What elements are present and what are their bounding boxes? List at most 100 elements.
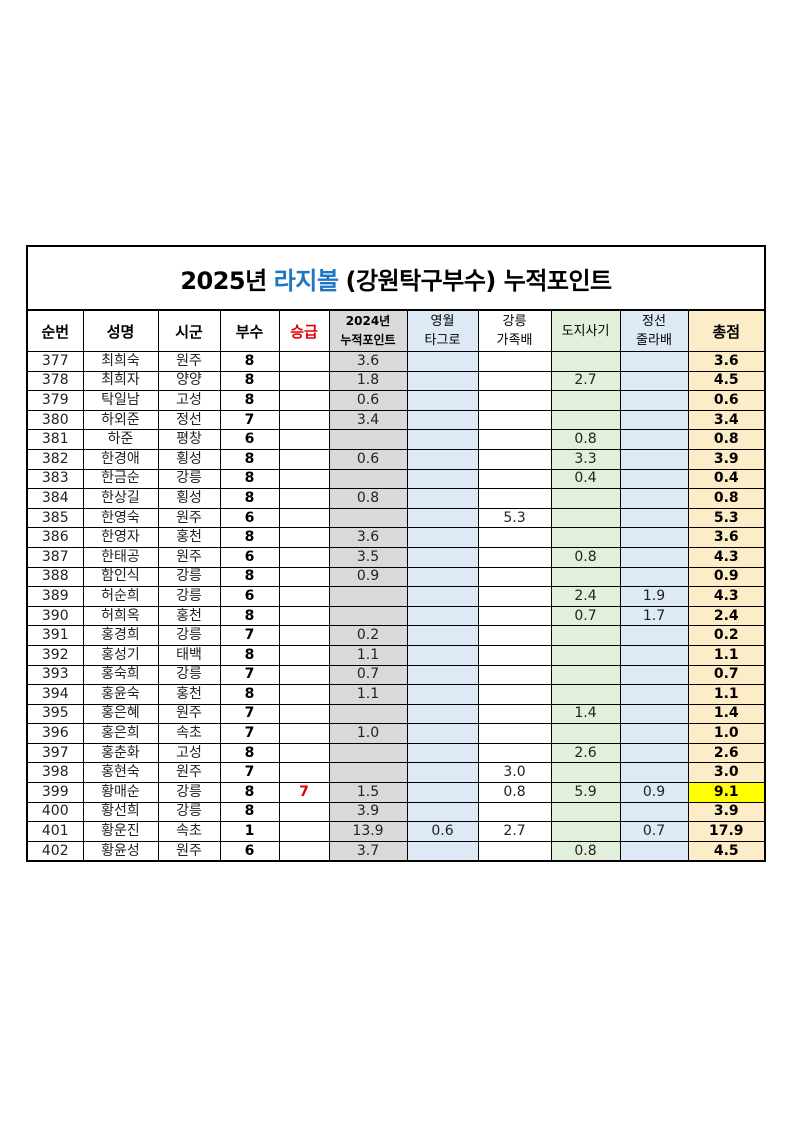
cell-city: 원주 <box>157 703 221 725</box>
header-gangneung-line1: 강릉 <box>502 314 527 329</box>
cell-gangneung: 5.3 <box>477 507 552 529</box>
cell-no: 377 <box>28 351 84 372</box>
cell-pts-2024: 1.8 <box>328 370 408 392</box>
cell-division: 8 <box>219 801 280 823</box>
header-no: 순번 <box>28 311 84 352</box>
cell-total: 3.4 <box>687 409 764 431</box>
cell-governor-cup: 2.4 <box>550 586 621 607</box>
cell-name: 탁일남 <box>82 390 159 411</box>
cell-total: 0.7 <box>687 664 764 686</box>
cell-no: 382 <box>28 448 84 470</box>
cell-governor-cup: 0.8 <box>550 840 621 861</box>
cell-gangneung <box>477 684 552 705</box>
cell-division: 8 <box>219 566 280 588</box>
cell-division: 8 <box>219 468 280 490</box>
header-jeongseon-line1: 정선 <box>642 314 666 329</box>
cell-promotion <box>278 429 330 450</box>
cell-total: 9.1 <box>687 782 764 803</box>
header-promotion: 승급 <box>278 311 330 352</box>
cell-promotion <box>278 644 330 666</box>
cell-gangneung <box>477 546 552 568</box>
cell-total: 4.5 <box>687 840 764 861</box>
cell-pts-2024: 3.6 <box>328 351 408 372</box>
cell-pts-2024: 0.6 <box>328 448 408 470</box>
cell-total: 3.9 <box>687 448 764 470</box>
cell-division: 6 <box>219 507 280 529</box>
cell-promotion <box>278 409 330 431</box>
cell-pts-2024: 13.9 <box>328 821 408 842</box>
cell-promotion <box>278 468 330 490</box>
cell-city: 강릉 <box>157 782 221 803</box>
cell-no: 396 <box>28 723 84 744</box>
cell-promotion: 7 <box>278 782 330 803</box>
cell-yeongwol <box>406 644 479 666</box>
cell-name: 한경애 <box>82 448 159 470</box>
cell-jeongseon <box>619 566 689 588</box>
cell-name: 황윤성 <box>82 840 159 861</box>
table-row: 395 홍은혜 원주 7 1.4 1.4 <box>28 703 764 725</box>
cell-yeongwol <box>406 429 479 450</box>
cell-promotion <box>278 664 330 686</box>
cell-name: 홍은혜 <box>82 703 159 725</box>
header-2024-line1: 2024년 <box>345 314 391 328</box>
cell-city: 강릉 <box>157 566 221 588</box>
cell-yeongwol <box>406 782 479 803</box>
cell-gangneung <box>477 429 552 450</box>
cell-city: 횡성 <box>157 448 221 470</box>
table-row: 387 한태공 원주 6 3.5 0.8 4.3 <box>28 546 764 568</box>
cell-jeongseon: 1.7 <box>619 605 689 627</box>
cell-no: 399 <box>28 782 84 803</box>
cell-division: 8 <box>219 488 280 509</box>
cell-name: 함인식 <box>82 566 159 588</box>
cell-pts-2024 <box>328 762 408 784</box>
cell-division: 8 <box>219 448 280 470</box>
cell-promotion <box>278 566 330 588</box>
cell-total: 1.0 <box>687 723 764 744</box>
cell-division: 6 <box>219 429 280 450</box>
cell-name: 홍숙희 <box>82 664 159 686</box>
cell-no: 393 <box>28 664 84 686</box>
cell-division: 8 <box>219 605 280 627</box>
cell-no: 383 <box>28 468 84 490</box>
cell-division: 7 <box>219 625 280 646</box>
cell-no: 387 <box>28 546 84 568</box>
cell-jeongseon <box>619 742 689 764</box>
sheet-title: 2025년 라지볼 (강원탁구부수) 누적포인트 <box>28 247 764 311</box>
cell-gangneung <box>477 488 552 509</box>
cell-yeongwol <box>406 468 479 490</box>
cell-jeongseon <box>619 840 689 861</box>
cell-division: 8 <box>219 742 280 764</box>
table-row: 390 허희옥 홍천 8 0.7 1.7 2.4 <box>28 605 764 627</box>
cell-governor-cup <box>550 409 621 431</box>
cell-gangneung <box>477 703 552 725</box>
table-row: 377 최희숙 원주 8 3.6 3.6 <box>28 351 764 372</box>
header-jeongseon: 정선 줄라배 <box>619 311 689 352</box>
cell-pts-2024: 3.9 <box>328 801 408 823</box>
cell-governor-cup <box>550 507 621 529</box>
cell-total: 3.6 <box>687 351 764 372</box>
cell-jeongseon <box>619 703 689 725</box>
table-row: 385 한영숙 원주 6 5.3 5.3 <box>28 507 764 529</box>
cell-division: 7 <box>219 762 280 784</box>
cell-pts-2024 <box>328 507 408 529</box>
cell-pts-2024: 3.5 <box>328 546 408 568</box>
cell-city: 고성 <box>157 390 221 411</box>
cell-governor-cup <box>550 566 621 588</box>
cell-total: 0.6 <box>687 390 764 411</box>
table-row: 391 홍경희 강릉 7 0.2 0.2 <box>28 625 764 646</box>
cell-total: 4.3 <box>687 586 764 607</box>
cell-jeongseon: 1.9 <box>619 586 689 607</box>
cell-gangneung <box>477 605 552 627</box>
cell-yeongwol <box>406 409 479 431</box>
cell-yeongwol <box>406 448 479 470</box>
cell-governor-cup <box>550 390 621 411</box>
cell-division: 7 <box>219 723 280 744</box>
cell-name: 홍춘화 <box>82 742 159 764</box>
cell-promotion <box>278 625 330 646</box>
cell-promotion <box>278 684 330 705</box>
cell-division: 8 <box>219 684 280 705</box>
cell-name: 허순희 <box>82 586 159 607</box>
table-row: 393 홍숙희 강릉 7 0.7 0.7 <box>28 664 764 686</box>
title-highlight: 라지볼 <box>273 266 339 295</box>
cell-city: 홍천 <box>157 527 221 548</box>
